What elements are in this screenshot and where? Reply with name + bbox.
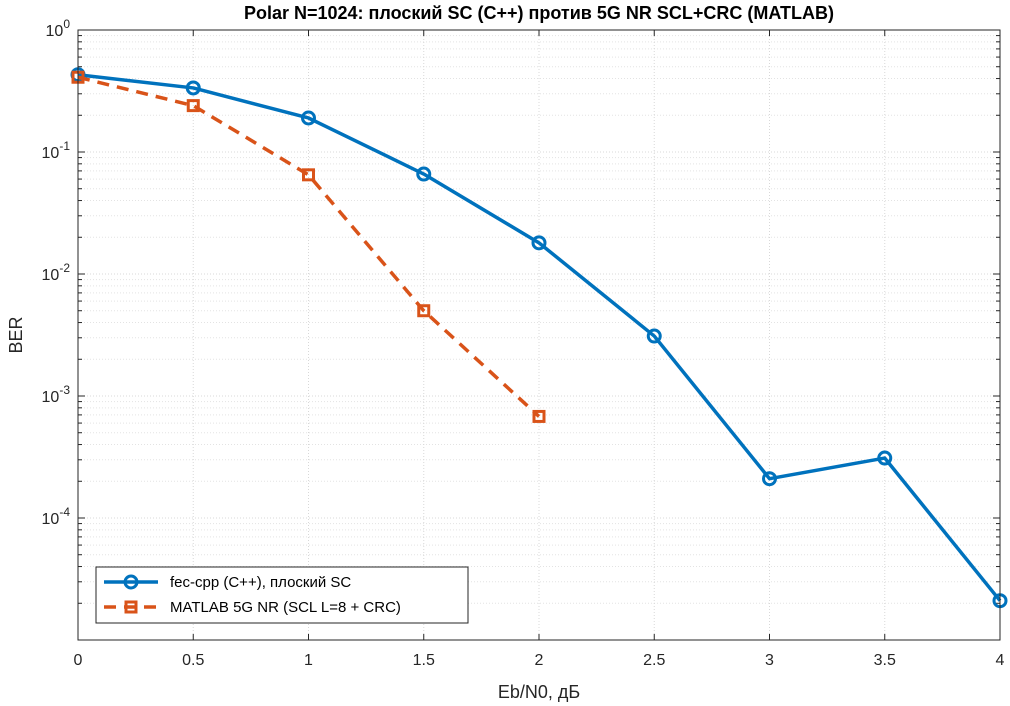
legend-label: fec-cpp (C++), плоский SC xyxy=(170,574,351,591)
x-tick-label: 1 xyxy=(304,652,313,669)
y-tick-label: 100 xyxy=(46,17,71,40)
legend-entry-1: fec-cpp (C++), плоский SC xyxy=(104,574,351,591)
x-tick-label: 2 xyxy=(535,652,544,669)
minor-grid xyxy=(78,35,1000,604)
data-point xyxy=(301,110,316,126)
series-2 xyxy=(71,70,546,423)
series-line xyxy=(77,75,541,418)
x-tick-label: 0 xyxy=(74,652,83,669)
legend: fec-cpp (C++), плоский SC MATLAB 5G NR (S… xyxy=(95,566,469,624)
x-tick-label: 2.5 xyxy=(643,652,665,669)
y-tick-label: 10-2 xyxy=(42,261,71,284)
y-tick-label: 10-3 xyxy=(42,383,71,406)
legend-box xyxy=(95,566,469,624)
legend-label: MATLAB 5G NR (SCL L=8 + CRC) xyxy=(170,599,401,616)
data-point xyxy=(416,166,432,182)
data-point xyxy=(646,328,662,344)
x-axis-ticks: 0 0.5 1 1.5 2 2.5 3 3.5 4 xyxy=(74,30,1005,669)
data-point xyxy=(185,80,201,96)
y-tick-label: 10-1 xyxy=(42,139,71,162)
series-1 xyxy=(70,67,1008,609)
chart-title: Polar N=1024: плоский SC (C++) против 5G… xyxy=(244,3,834,23)
series-layer xyxy=(70,67,1008,609)
x-axis-label: Eb/N0, дБ xyxy=(498,682,580,702)
y-axis-label: BER xyxy=(6,316,26,353)
data-point xyxy=(532,409,546,423)
y-tick-label: 10-4 xyxy=(42,505,71,528)
data-point xyxy=(186,99,200,113)
legend-marker xyxy=(123,574,139,590)
legend-entry-2: MATLAB 5G NR (SCL L=8 + CRC) xyxy=(104,599,401,616)
x-tick-label: 3 xyxy=(765,652,774,669)
y-axis-ticks: 100 10-1 10-2 10-3 10-4 xyxy=(42,17,1000,528)
x-tick-label: 3.5 xyxy=(874,652,896,669)
data-point xyxy=(302,168,315,182)
data-point xyxy=(531,235,547,251)
data-point xyxy=(877,450,893,466)
data-point xyxy=(762,471,777,487)
x-tick-label: 1.5 xyxy=(413,652,435,669)
series-line xyxy=(77,72,1002,602)
x-tick-label: 0.5 xyxy=(182,652,204,669)
data-point xyxy=(417,304,431,318)
plot-area xyxy=(78,30,1000,640)
x-tick-label: 4 xyxy=(996,652,1005,669)
legend-marker xyxy=(124,600,138,614)
